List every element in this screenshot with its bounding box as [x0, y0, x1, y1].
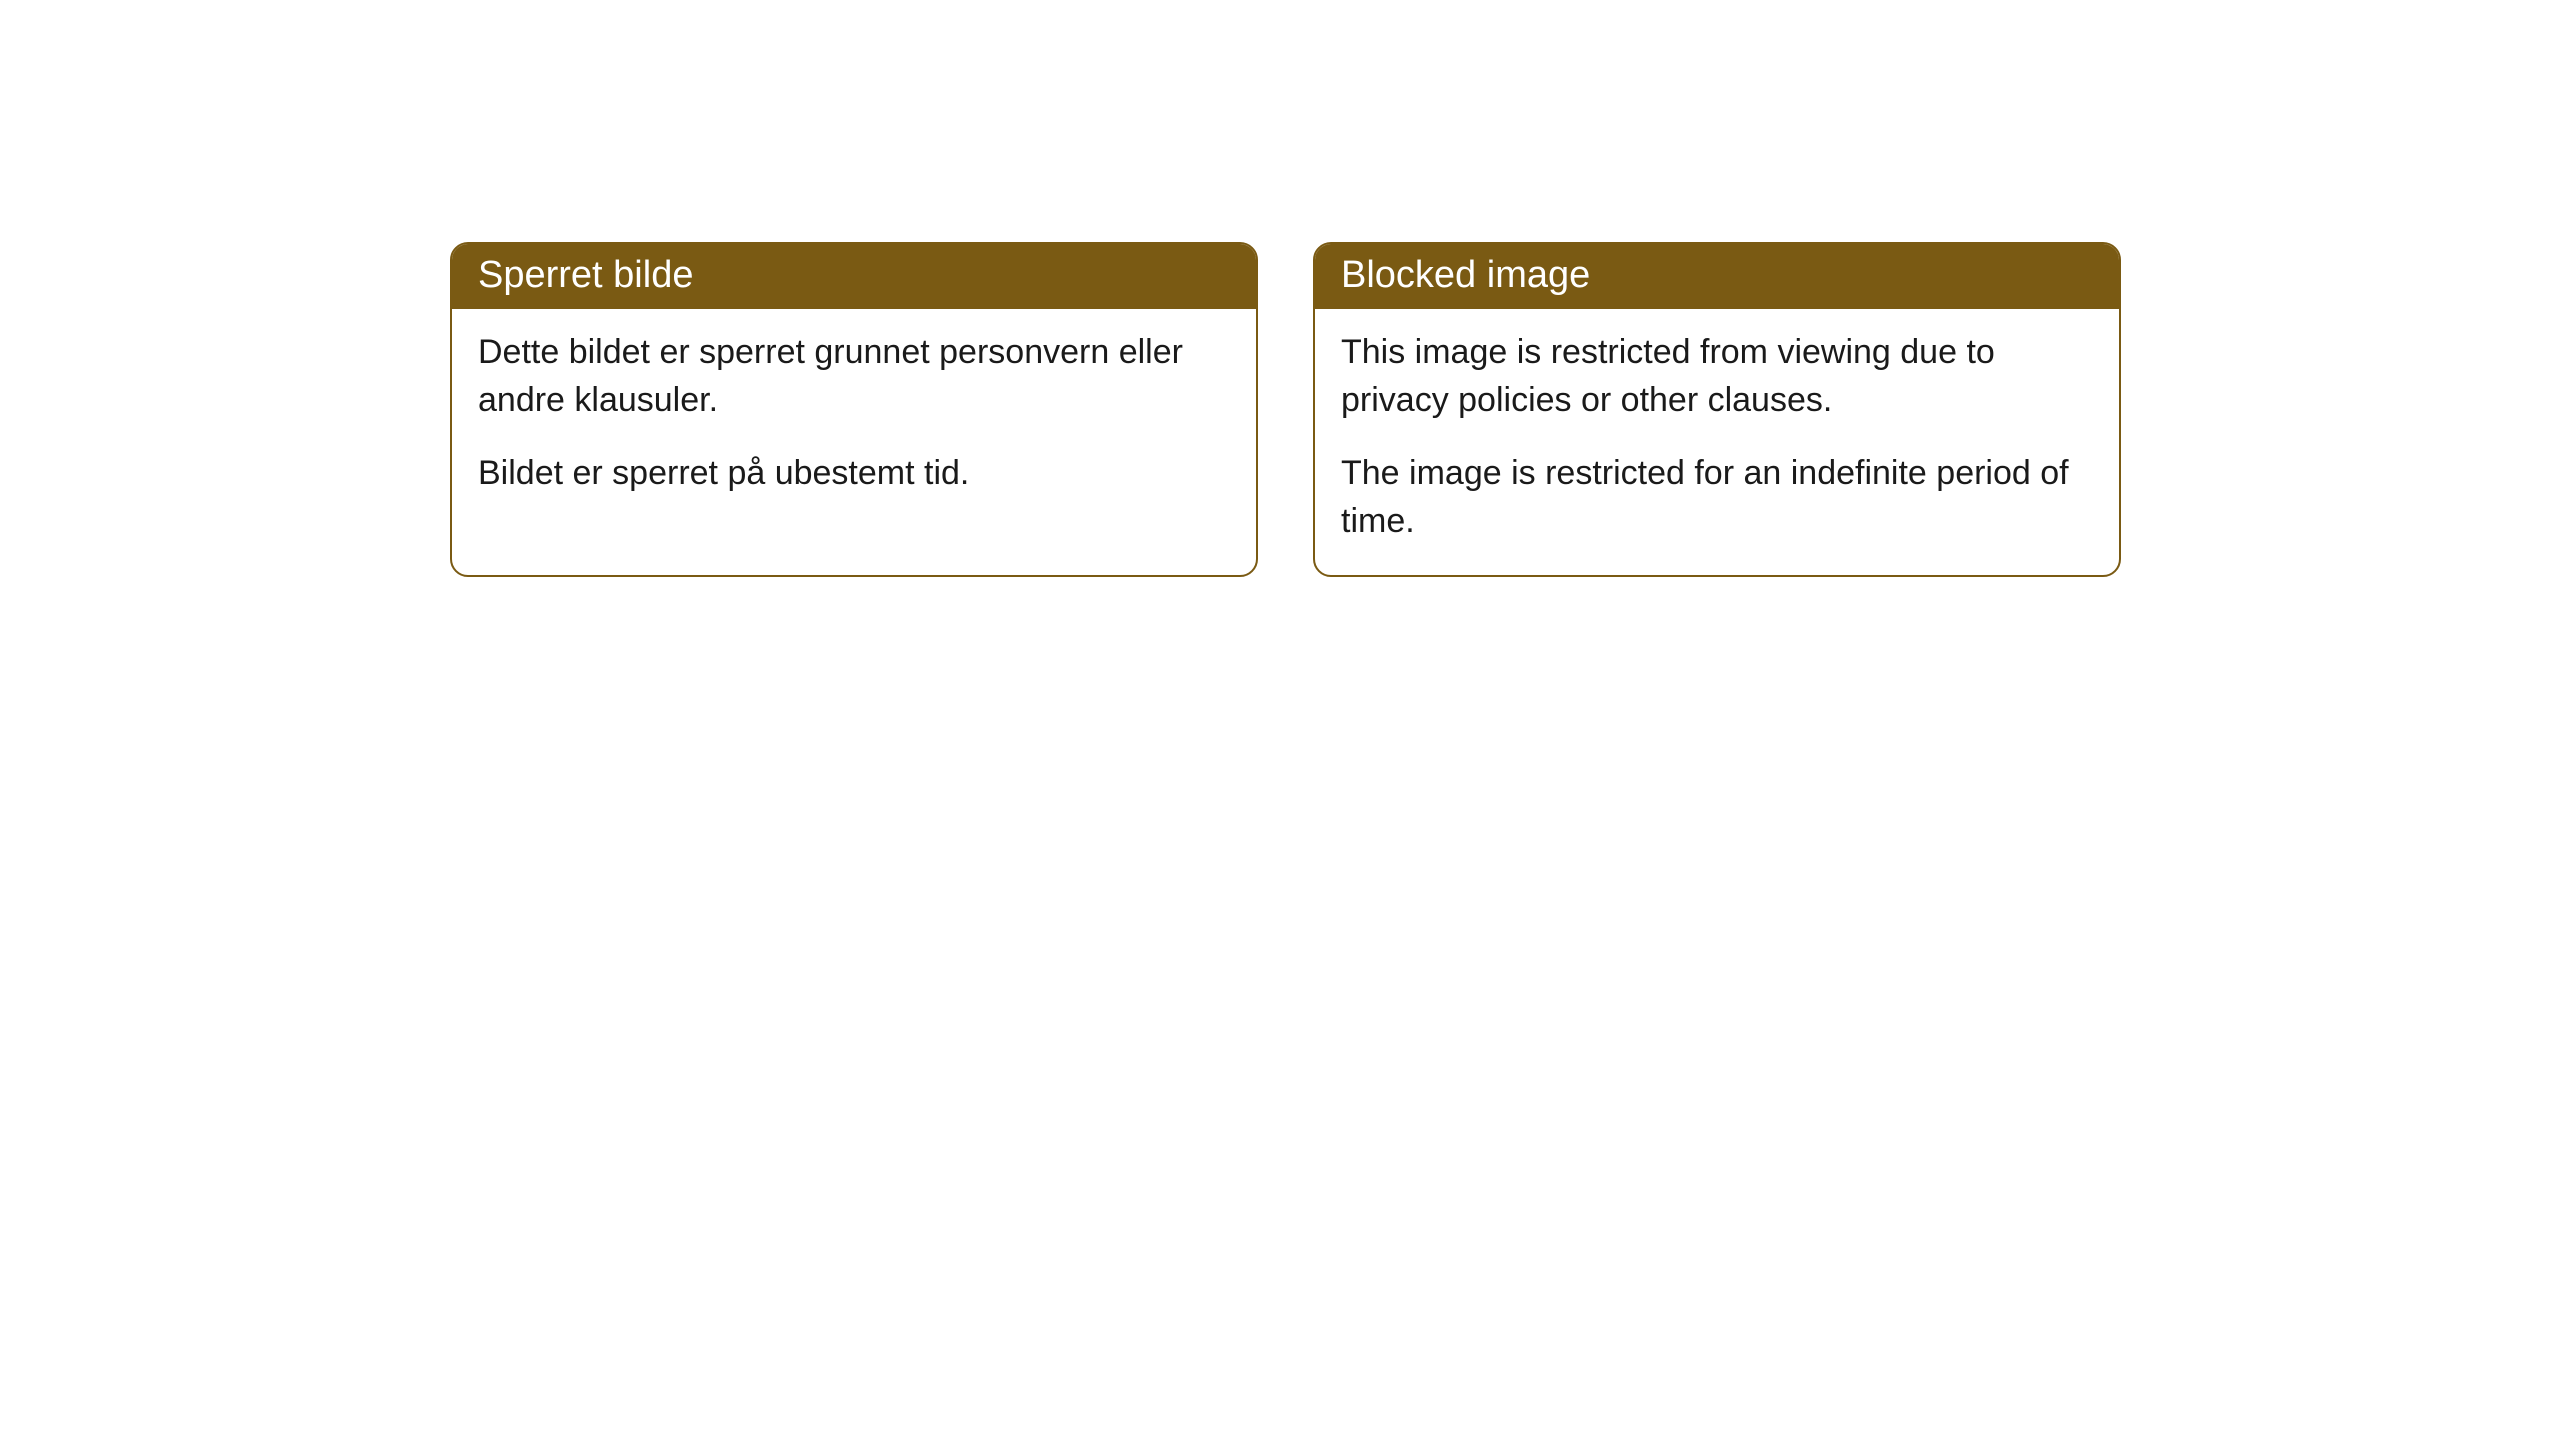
card-paragraph: Dette bildet er sperret grunnet personve… — [478, 329, 1230, 424]
card-paragraph: Bildet er sperret på ubestemt tid. — [478, 450, 1230, 498]
card-header: Blocked image — [1315, 244, 2119, 309]
card-header: Sperret bilde — [452, 244, 1256, 309]
card-paragraph: The image is restricted for an indefinit… — [1341, 450, 2093, 545]
card-body: This image is restricted from viewing du… — [1315, 309, 2119, 575]
notice-card-norwegian: Sperret bilde Dette bildet er sperret gr… — [450, 242, 1258, 577]
notice-card-english: Blocked image This image is restricted f… — [1313, 242, 2121, 577]
notice-cards-container: Sperret bilde Dette bildet er sperret gr… — [450, 242, 2121, 577]
card-body: Dette bildet er sperret grunnet personve… — [452, 309, 1256, 528]
card-paragraph: This image is restricted from viewing du… — [1341, 329, 2093, 424]
card-title: Blocked image — [1341, 254, 1590, 296]
card-title: Sperret bilde — [478, 254, 693, 296]
